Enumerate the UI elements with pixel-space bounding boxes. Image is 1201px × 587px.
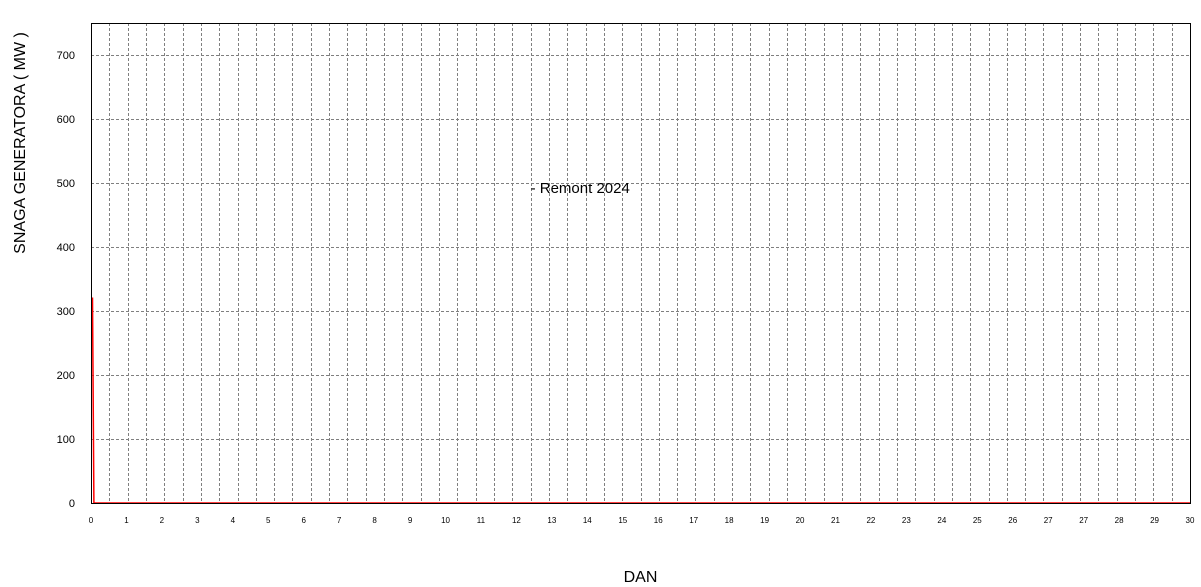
x-tick-label: 18	[725, 516, 734, 525]
y-tick-label: 100	[57, 434, 75, 446]
x-tick-label: 17	[689, 516, 698, 525]
x-tick-label: 0	[89, 516, 94, 525]
y-tick-label: 0	[69, 498, 75, 510]
x-tick-label: 6	[301, 516, 306, 525]
x-tick-label: 19	[760, 516, 769, 525]
x-tick-label: 24	[937, 516, 946, 525]
plot-frame	[91, 23, 1191, 504]
x-tick-label: 27	[1079, 516, 1088, 525]
y-axis-ticks: 0 100 200 300 400 500 600 700	[57, 50, 75, 510]
x-tick-label: 30	[1186, 516, 1195, 525]
x-axis-ticks: 0 1 2 3 4 5 6 7 8 9 10 11 12 13 14 15 16 17 18 19 20 21 22 23 24…	[89, 516, 1195, 525]
y-axis-title: SNAGA GENERATORA ( MW )	[12, 32, 29, 254]
x-tick-label: 27	[1044, 516, 1053, 525]
x-tick-label: 22	[866, 516, 875, 525]
y-tick-label: 700	[57, 50, 75, 62]
y-tick-label: 200	[57, 370, 75, 382]
x-axis-title: DAN	[624, 569, 658, 586]
grid	[91, 23, 1190, 503]
x-tick-label: 14	[583, 516, 592, 525]
x-tick-label: 10	[441, 516, 450, 525]
y-tick-label: 400	[57, 242, 75, 254]
y-tick-label: 500	[57, 178, 75, 190]
x-tick-label: 5	[266, 516, 271, 525]
chart-annotation: - Remont 2024	[531, 180, 630, 197]
y-tick-label: 600	[57, 114, 75, 126]
x-tick-label: 3	[195, 516, 200, 525]
x-tick-label: 16	[654, 516, 663, 525]
x-tick-label: 8	[372, 516, 377, 525]
x-tick-label: 9	[408, 516, 413, 525]
x-tick-label: 20	[796, 516, 805, 525]
x-tick-label: 13	[547, 516, 556, 525]
y-tick-label: 300	[57, 306, 75, 318]
x-tick-label: 28	[1115, 516, 1124, 525]
x-tick-label: 7	[337, 516, 342, 525]
x-tick-label: 29	[1150, 516, 1159, 525]
x-tick-label: 23	[902, 516, 911, 525]
x-tick-label: 1	[124, 516, 129, 525]
x-tick-label: 4	[231, 516, 236, 525]
x-tick-label: 26	[1008, 516, 1017, 525]
x-tick-label: 2	[160, 516, 165, 525]
x-tick-label: 12	[512, 516, 521, 525]
x-tick-label: 11	[477, 516, 486, 525]
x-tick-label: 21	[831, 516, 840, 525]
x-tick-label: 15	[618, 516, 627, 525]
x-tick-label: 25	[973, 516, 982, 525]
